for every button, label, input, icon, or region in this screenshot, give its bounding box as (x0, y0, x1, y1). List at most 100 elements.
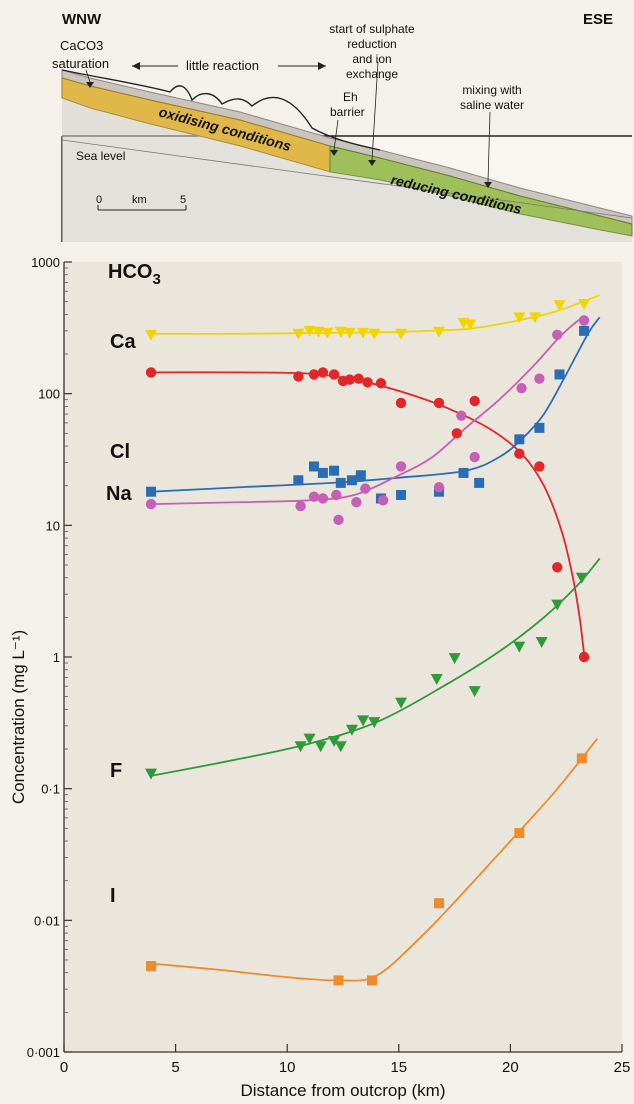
point-f (430, 674, 443, 686)
point-na (308, 491, 320, 502)
point-cl (146, 486, 157, 497)
point-cl (396, 489, 407, 500)
point-hco3 (321, 327, 334, 339)
point-f (468, 686, 481, 698)
point-i (576, 753, 587, 764)
y-tick-label: 1 (53, 650, 60, 665)
point-na (433, 481, 445, 493)
curve-hco3 (150, 294, 601, 335)
point-f (513, 641, 526, 653)
point-hco3 (464, 319, 477, 331)
curve-cl (150, 316, 601, 493)
lower-layer (62, 98, 632, 242)
point-na (317, 493, 329, 504)
point-na (516, 383, 527, 394)
point-hco3 (578, 298, 591, 310)
point-cl (514, 434, 525, 445)
direction-left-label: WNW (62, 11, 102, 28)
eh-label: Eh (343, 90, 358, 104)
scale-0-label: 0 (96, 194, 102, 206)
point-i (146, 960, 157, 971)
point-na (469, 451, 480, 463)
point-na (456, 410, 467, 421)
series-label-cl: Cl (110, 441, 130, 463)
mixing-label-line2: saline water (460, 98, 524, 112)
point-na (534, 373, 545, 384)
point-hco3 (528, 312, 541, 324)
caco3-pointer (85, 69, 91, 83)
y-tick-label: 0·001 (27, 1045, 60, 1060)
point-f (334, 741, 347, 753)
little-reaction-label: little reaction (186, 58, 259, 73)
y-tick-label: 10 (46, 518, 60, 533)
point-cl (308, 461, 319, 472)
caco3-label: CaCO3 (60, 38, 103, 53)
point-cl (346, 475, 357, 486)
series-label-ca: Ca (110, 331, 136, 353)
point-f (345, 724, 358, 736)
point-hco3 (145, 329, 158, 341)
point-cl (317, 467, 328, 478)
layer-boundary-line (61, 139, 633, 219)
point-ca (552, 562, 563, 573)
point-i (367, 975, 378, 986)
point-cl (329, 465, 340, 476)
y-tick-label: 1000 (31, 255, 60, 270)
cross-section-diagram: WNW ESE CaCO3 saturation little reaction… (52, 11, 633, 242)
point-ca (375, 378, 387, 389)
point-na (145, 498, 157, 510)
point-f (395, 697, 408, 709)
point-cl (534, 422, 545, 433)
x-tick-label: 0 (60, 1059, 68, 1076)
point-ca (328, 369, 340, 380)
point-f (535, 636, 548, 648)
point-na (360, 483, 371, 494)
point-cl (554, 369, 565, 380)
little-reaction-arrowhead-left (132, 62, 140, 70)
point-na (351, 496, 362, 508)
y-axis-label: Concentration (mg L⁻¹) (9, 630, 28, 804)
point-ca (344, 374, 355, 385)
point-hco3 (368, 328, 381, 340)
scale-5-label: 5 (180, 194, 186, 206)
plot-area (64, 262, 622, 1052)
point-ca (317, 367, 329, 378)
series-label-hco3: HCO3 (108, 261, 161, 288)
point-f (145, 768, 158, 780)
point-cl (355, 470, 366, 481)
series-label-i: I (110, 885, 116, 907)
sulphate-label-line4: exchange (346, 67, 398, 81)
caco3-marker (86, 82, 94, 88)
mixing-marker (484, 182, 492, 188)
point-ca (353, 373, 364, 384)
point-hco3 (292, 328, 305, 340)
mixing-pointer (487, 111, 491, 183)
point-i (433, 898, 444, 909)
point-ca (469, 395, 480, 407)
point-ca (451, 428, 463, 439)
axes: 0 5 10 15 20 25 0·001 0·01 0·1 1 10 100 1000 (27, 255, 631, 1076)
data-markers (145, 298, 591, 986)
point-ca (145, 367, 157, 378)
x-tick-label: 25 (614, 1059, 631, 1076)
point-cl (458, 467, 469, 478)
sea-level-label: Sea level (76, 149, 125, 163)
sulphate-label-line1: start of sulphate (329, 22, 415, 36)
x-tick-label: 20 (502, 1059, 519, 1076)
point-hco3 (312, 326, 325, 338)
point-ca (293, 371, 304, 382)
point-ca (433, 397, 445, 409)
point-f (368, 717, 381, 729)
curve-i (150, 738, 599, 982)
curve-na (150, 315, 585, 505)
sulphate-pointer (371, 61, 379, 161)
x-tick-label: 5 (171, 1059, 179, 1076)
point-f (328, 736, 341, 748)
point-ca (514, 448, 525, 459)
point-ca (534, 461, 545, 472)
point-ca (362, 377, 373, 388)
point-na (552, 329, 563, 340)
series-label-f: F (110, 760, 122, 782)
eh-barrier-marker (330, 150, 338, 156)
